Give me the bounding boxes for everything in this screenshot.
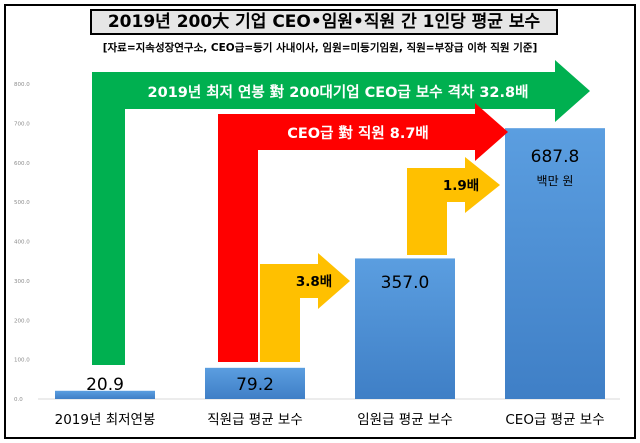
title-box: 2019년 200大 기업 CEO•임원•직원 간 1인당 평균 보수 — [90, 9, 558, 35]
labels: 2019년 최저 연봉 對 200대기업 CEO급 보수 격차 32.8배 CEO… — [86, 83, 579, 395]
green-arrow — [92, 60, 590, 365]
value-label: 687.8 — [531, 147, 580, 167]
x-tick-label: 임원급 평균 보수 — [357, 412, 453, 428]
chart-title: 2019년 200大 기업 CEO•임원•직원 간 1인당 평균 보수 — [107, 12, 541, 32]
y-tick-label: 100.0 — [14, 358, 30, 364]
x-tick-label: 직원급 평균 보수 — [207, 412, 303, 428]
arrows — [92, 60, 590, 365]
y-tick-label: 300.0 — [14, 279, 30, 285]
gold-arrow-1 — [260, 253, 350, 362]
bars — [55, 128, 605, 399]
y-tick-label: 600.0 — [14, 161, 30, 167]
red-arrow-label: CEO급 對 직원 8.7배 — [287, 124, 429, 142]
value-label: 20.9 — [86, 375, 124, 395]
gold-arrow-1-label: 3.8배 — [296, 274, 332, 290]
y-tick-label: 700.0 — [14, 121, 30, 127]
bar — [505, 128, 605, 399]
bar — [355, 258, 455, 399]
y-tick-label: 500.0 — [14, 200, 30, 206]
chart-subtitle: [자료=지속성장연구소, CEO급=등기 사내이사, 임원=미등기임원, 직원=… — [102, 42, 538, 54]
y-tick-label: 800.0 — [14, 82, 30, 88]
red-arrow — [218, 103, 508, 362]
x-tick-label: 2019년 최저연봉 — [55, 412, 156, 428]
gold-arrow-2-label: 1.9배 — [443, 178, 479, 194]
gold-arrow-2 — [407, 157, 500, 255]
value-label: 79.2 — [236, 375, 274, 395]
y-tick-label: 200.0 — [14, 318, 30, 324]
y-tick-label: 0.0 — [14, 397, 23, 403]
x-tick-label: CEO급 평균 보수 — [505, 412, 604, 428]
bar — [55, 390, 155, 399]
bar — [205, 367, 305, 399]
unit-label: 백만 원 — [537, 174, 574, 188]
y-tick-label: 400.0 — [14, 240, 30, 246]
green-arrow-label: 2019년 최저 연봉 對 200대기업 CEO급 보수 격차 32.8배 — [148, 83, 529, 101]
x-axis: 2019년 최저연봉 직원급 평균 보수 임원급 평균 보수 CEO급 평균 보수 — [55, 412, 605, 428]
value-label: 357.0 — [381, 273, 430, 293]
